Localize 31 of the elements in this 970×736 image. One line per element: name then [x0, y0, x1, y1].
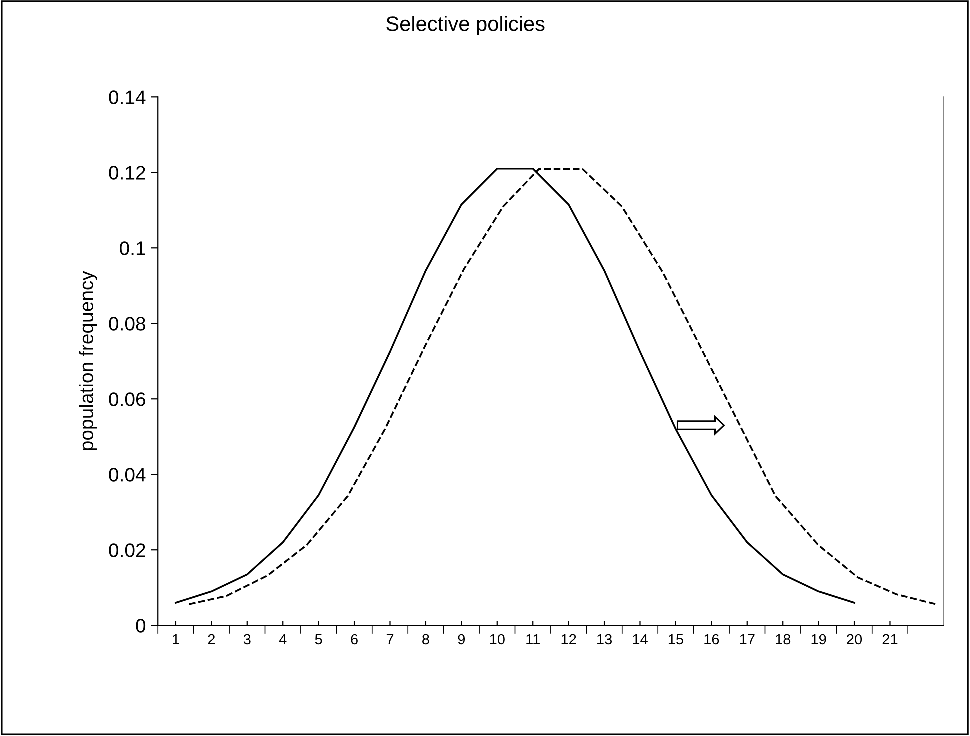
x-tick-label: 17 [740, 634, 755, 644]
x-tick-label: 13 [598, 634, 612, 645]
y-tick-label: 0.12 [109, 166, 146, 180]
x-tick-label: 18 [776, 634, 791, 645]
x-tick-label: 5 [315, 634, 322, 645]
y-tick-label: 0 [136, 619, 146, 633]
y-axis-title: population frequency [79, 271, 98, 450]
x-tick-label: 11 [526, 634, 540, 644]
y-tick-label: 0.1 [120, 242, 146, 256]
x-tick-label: 16 [704, 634, 720, 645]
x-tick-label: 20 [847, 634, 862, 645]
x-tick-label: 7 [386, 634, 394, 644]
x-tick-label: 6 [351, 634, 358, 645]
x-tick-label: 10 [490, 634, 505, 645]
x-tick-label: 2 [208, 634, 216, 644]
x-tick-label: 15 [668, 634, 684, 645]
chart-title: Selective policies [386, 16, 545, 36]
x-tick-label: 3 [244, 634, 251, 645]
y-tick-label: 0.14 [109, 90, 146, 104]
y-tick-label: 0.08 [109, 317, 146, 331]
x-tick-label: 9 [458, 634, 466, 645]
x-tick-label: 12 [562, 634, 576, 644]
x-tick-label: 1 [173, 634, 180, 644]
x-tick-label: 19 [812, 634, 826, 645]
x-tick-label: 14 [633, 634, 648, 644]
x-tick-label: 21 [882, 634, 898, 644]
y-tick-label: 0.06 [109, 392, 146, 406]
x-tick-label: 4 [279, 634, 287, 644]
y-tick-label: 0.04 [109, 468, 146, 482]
x-tick-label: 8 [422, 634, 430, 645]
y-tick-label: 0.02 [109, 544, 146, 558]
